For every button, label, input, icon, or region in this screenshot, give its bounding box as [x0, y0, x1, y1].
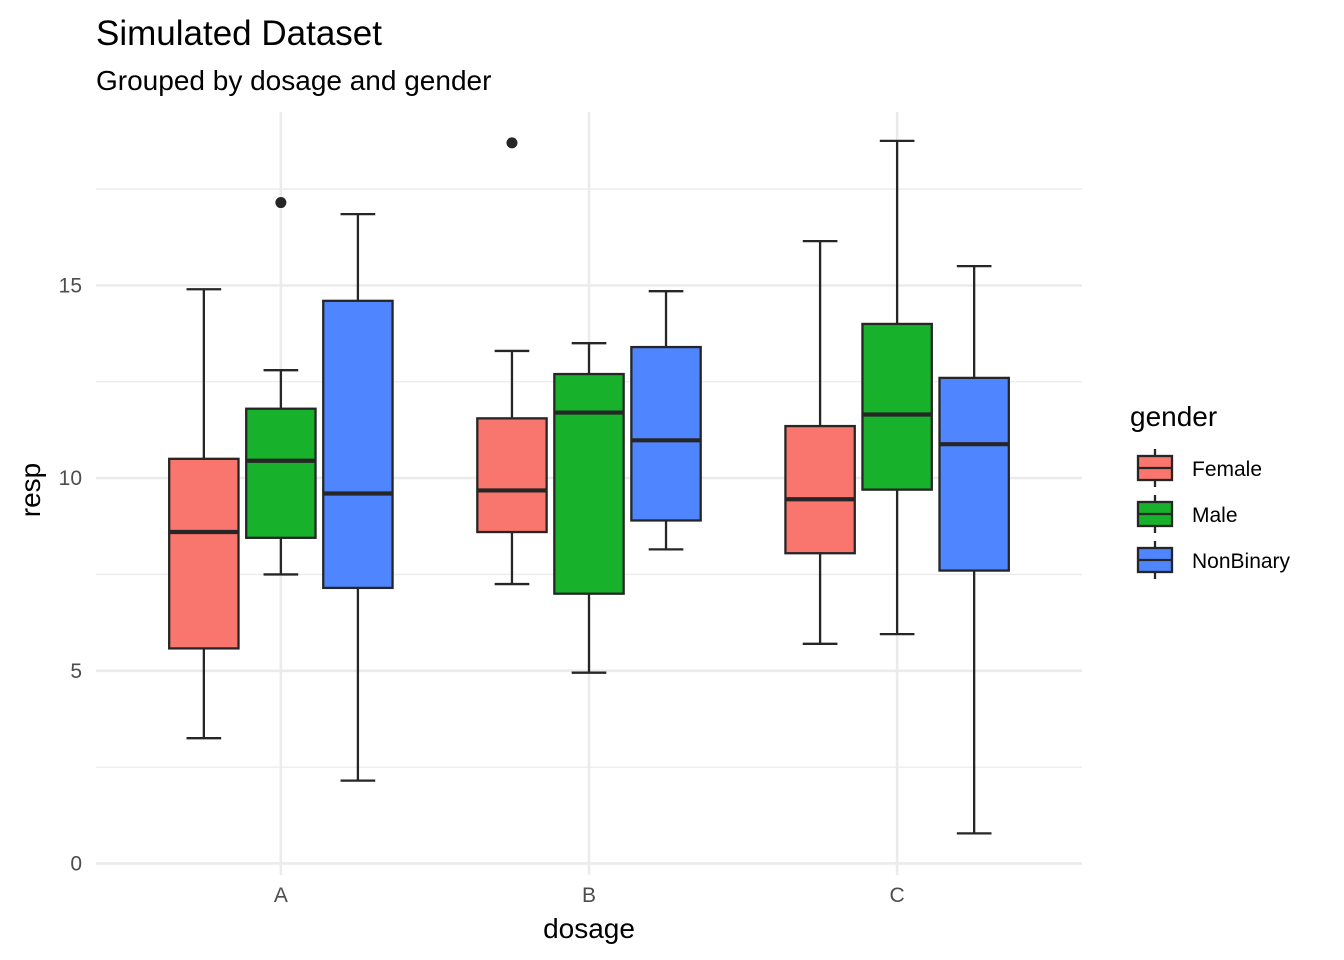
box-rect — [784, 424, 856, 555]
box-female-a — [168, 288, 240, 740]
y-tick-label: 10 — [59, 467, 82, 490]
outlier-point — [506, 137, 518, 149]
box-rect — [322, 299, 394, 590]
outlier-point — [275, 197, 287, 209]
box-nonbinary-b — [630, 290, 702, 551]
legend: gender Female Male NonBinary — [1130, 401, 1291, 579]
box-rect — [553, 372, 625, 595]
box-rect — [476, 417, 548, 534]
legend-label: Female — [1192, 458, 1262, 481]
box-plots — [168, 137, 1010, 835]
chart-title: Simulated Dataset — [96, 14, 382, 53]
x-axis-ticks: A B C — [274, 884, 905, 907]
chart-subtitle: Grouped by dosage and gender — [96, 65, 491, 96]
x-axis-title: dosage — [543, 913, 635, 944]
box-male-c — [861, 139, 933, 636]
y-axis-ticks: 0 5 10 15 — [59, 274, 82, 875]
legend-item-nonbinary: NonBinary — [1136, 541, 1291, 579]
box-male-a — [245, 197, 317, 576]
box-female-c — [784, 239, 856, 645]
legend-item-female: Female — [1136, 449, 1262, 487]
box-rect — [245, 407, 317, 539]
box-rect — [630, 345, 702, 522]
legend-label: NonBinary — [1192, 550, 1291, 573]
box-male-b — [553, 342, 625, 674]
x-tick-label: B — [582, 884, 596, 907]
box-rect — [938, 376, 1010, 572]
legend-item-male: Male — [1136, 495, 1238, 533]
box-nonbinary-a — [322, 212, 394, 782]
y-tick-label: 5 — [70, 660, 82, 683]
box-rect — [861, 322, 933, 491]
legend-title: gender — [1130, 401, 1217, 432]
box-rect — [168, 457, 240, 650]
x-tick-label: A — [274, 884, 288, 907]
y-axis-title: resp — [15, 463, 46, 517]
y-tick-label: 0 — [70, 852, 82, 875]
box-nonbinary-c — [938, 264, 1010, 835]
y-tick-label: 15 — [59, 274, 82, 297]
legend-label: Male — [1192, 504, 1238, 527]
x-tick-label: C — [890, 884, 905, 907]
box-female-b — [476, 137, 548, 586]
